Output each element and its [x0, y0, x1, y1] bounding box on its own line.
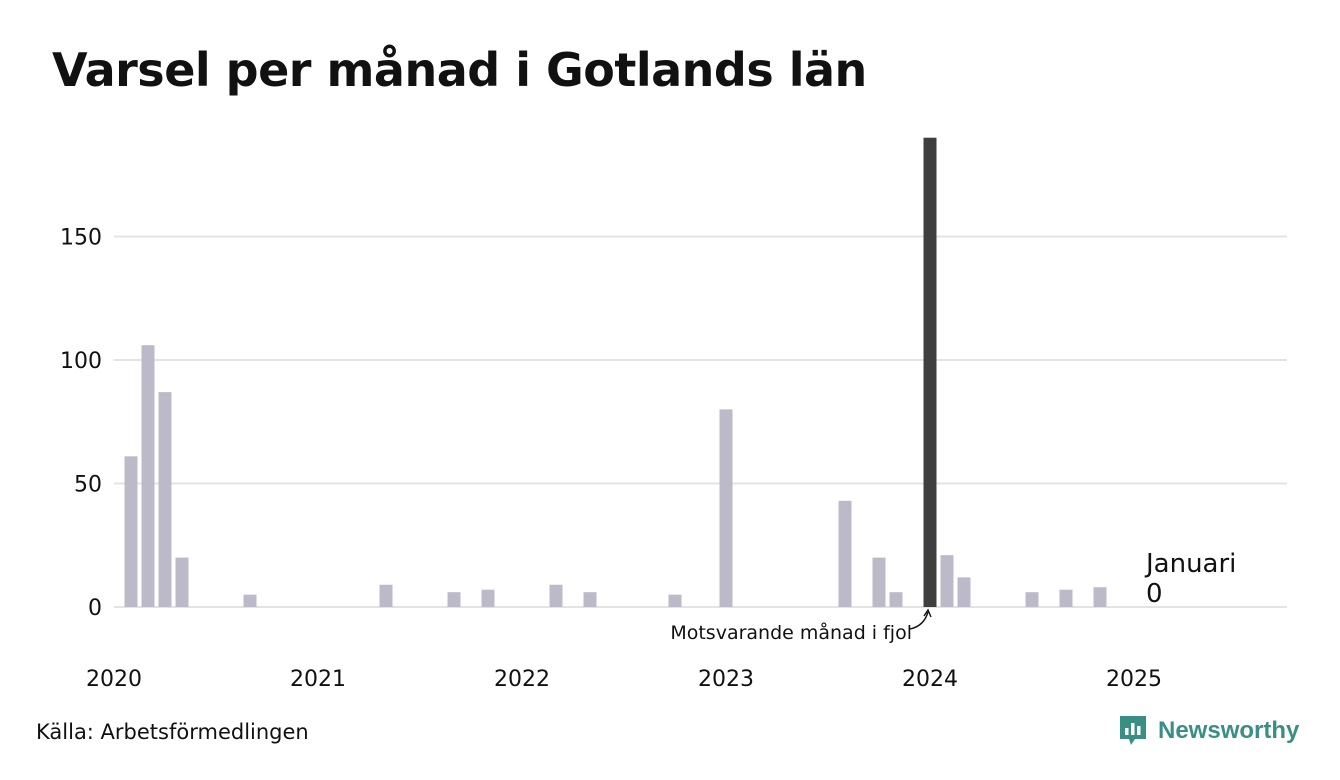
- annotation-arrowhead: [923, 608, 932, 618]
- grid-lines: [114, 235, 1287, 608]
- brand-logo: Newsworthy: [1118, 714, 1299, 748]
- bar: [175, 557, 189, 607]
- bar: [141, 345, 155, 607]
- bar: [243, 594, 257, 607]
- x-tick-label: 2023: [698, 667, 754, 692]
- bar: [481, 589, 495, 607]
- x-tick-label: 2025: [1106, 667, 1162, 692]
- bar: [940, 555, 954, 607]
- newsworthy-logo-icon: [1120, 716, 1146, 745]
- source-note: Källa: Arbetsförmedlingen: [36, 720, 309, 744]
- bar-chart: 0 50 100 150 2020 2021 2022 2023 2024 2025 Motsv…: [60, 137, 1287, 692]
- brand-name: Newsworthy: [1158, 717, 1300, 744]
- bar: [957, 577, 971, 607]
- bar: [1093, 587, 1107, 607]
- bar: [668, 594, 682, 607]
- bar: [158, 392, 172, 607]
- y-tick-label: 100: [60, 349, 102, 374]
- bar: [1059, 589, 1073, 607]
- bar: [583, 592, 597, 607]
- bar: [447, 592, 461, 607]
- bar: [719, 409, 733, 607]
- bar: [124, 456, 138, 607]
- x-axis-ticks: 2020 2021 2022 2023 2024 2025: [86, 667, 1162, 692]
- bar: [872, 557, 886, 607]
- x-tick-label: 2020: [86, 667, 142, 692]
- bars: [124, 137, 1107, 607]
- annotation-arrow: [909, 611, 929, 630]
- bar: [889, 592, 903, 607]
- bar: [838, 500, 852, 607]
- bar: [379, 584, 393, 607]
- x-tick-label: 2021: [290, 667, 346, 692]
- highlighted-bar: [923, 137, 937, 607]
- y-tick-label: 50: [74, 473, 102, 498]
- y-tick-label: 0: [88, 596, 102, 621]
- annotation-label: Motsvarande månad i fjol: [670, 621, 912, 644]
- y-tick-label: 150: [60, 226, 102, 251]
- x-tick-label: 2024: [902, 667, 958, 692]
- bar: [1025, 592, 1039, 607]
- latest-month-value: 0: [1146, 579, 1163, 609]
- y-axis-ticks: 0 50 100 150: [60, 226, 102, 622]
- chart-title: Varsel per månad i Gotlands län: [52, 43, 867, 97]
- x-tick-label: 2022: [494, 667, 550, 692]
- bar: [549, 584, 563, 607]
- latest-month-label: Januari: [1144, 549, 1236, 579]
